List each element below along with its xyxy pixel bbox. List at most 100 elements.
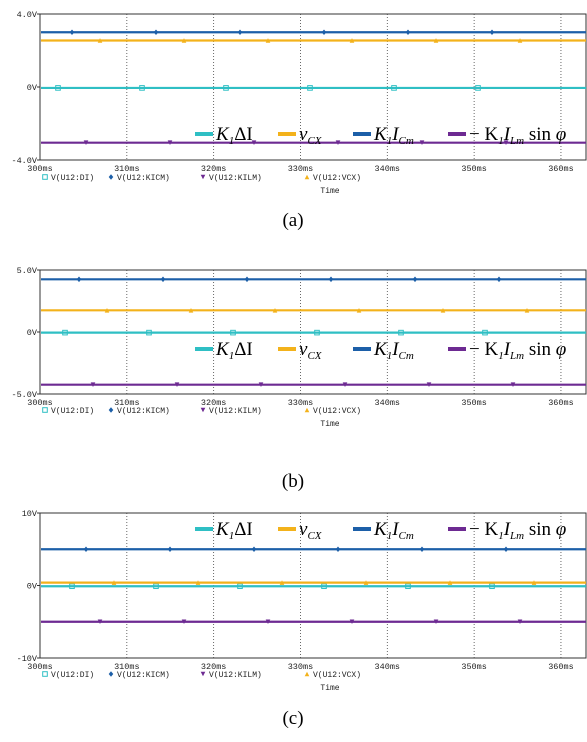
panel-caption: (b) (282, 471, 304, 492)
legend-entry: K1ICm (373, 519, 414, 542)
series-marker (272, 308, 278, 313)
legend-entry: K1ICm (373, 124, 414, 147)
chart-panel-a: 300ms 310ms 320ms 330ms 340ms 350ms 360ms 4.0V 0… (11, 10, 587, 231)
series-marker (433, 619, 439, 625)
series-marker (426, 382, 432, 387)
trace-label: V(U12:KICM) (117, 407, 170, 416)
x-tick-label: 340ms (375, 662, 401, 672)
x-axis-label: Time (320, 684, 339, 693)
x-tick-label: 360ms (548, 398, 574, 408)
x-tick-label: 340ms (375, 398, 401, 408)
series-marker (153, 583, 159, 590)
trace-label: V(U12:VCX) (313, 671, 361, 680)
series-marker (531, 580, 537, 585)
series-marker (517, 38, 523, 43)
series-marker (496, 276, 502, 283)
series-marker (419, 546, 425, 553)
trace-label: V(U12:DI) (51, 174, 94, 183)
series-marker (391, 85, 397, 91)
legend-entry: vCX (299, 124, 323, 147)
series-marker (83, 546, 89, 553)
series-marker (195, 580, 201, 585)
series-marker (405, 583, 411, 590)
x-tick-label: 300ms (27, 164, 53, 174)
series-marker (349, 619, 355, 625)
trace-marker (108, 671, 114, 677)
legend-entry: K1ICm (373, 339, 414, 362)
x-tick-label: 310ms (114, 662, 140, 672)
trace-label: V(U12:VCX) (313, 174, 361, 183)
series-marker (419, 140, 425, 145)
x-tick-label: 320ms (201, 398, 227, 408)
trace-marker (200, 174, 206, 180)
series-marker (230, 329, 236, 336)
series-marker (167, 140, 173, 145)
series-marker (69, 29, 75, 36)
trace-marker (304, 671, 310, 677)
x-tick-label: 340ms (375, 164, 401, 174)
panel-caption: (c) (282, 708, 303, 729)
trace-label: V(U12:KILM) (209, 174, 262, 183)
series-marker (489, 583, 495, 590)
x-tick-label: 330ms (288, 662, 314, 672)
series-marker (97, 619, 103, 625)
series-marker (251, 546, 257, 553)
series-marker (167, 546, 173, 553)
y-tick-label: 10V (22, 509, 38, 519)
series-marker (160, 276, 166, 283)
series-marker (244, 276, 250, 283)
series-marker (265, 619, 271, 625)
y-tick-label: -10V (17, 654, 38, 664)
legend-entry: − K1ILm sin φ (469, 124, 566, 147)
series-marker (335, 546, 341, 553)
trace-marker (108, 407, 114, 413)
trace-label: V(U12:KILM) (209, 671, 262, 680)
series-marker (440, 308, 446, 313)
series-marker (517, 619, 523, 625)
series-marker (139, 85, 145, 91)
series-marker (314, 329, 320, 336)
trace-marker (200, 671, 206, 677)
series-marker (335, 140, 341, 145)
x-tick-label: 350ms (461, 164, 487, 174)
trace-label: V(U12:VCX) (313, 407, 361, 416)
series-marker (223, 85, 229, 91)
series-marker (76, 276, 82, 283)
series-marker (146, 329, 152, 336)
series-marker (62, 329, 68, 336)
y-tick-label: 0V (27, 328, 38, 338)
legend-entry: − K1ILm sin φ (469, 339, 566, 362)
series-marker (412, 276, 418, 283)
x-tick-label: 350ms (461, 398, 487, 408)
x-tick-label: 360ms (548, 662, 574, 672)
series-marker (237, 583, 243, 590)
series-marker (181, 38, 187, 43)
series-marker (433, 38, 439, 43)
trace-marker (108, 174, 114, 180)
y-tick-label: 5.0V (17, 266, 38, 276)
x-tick-label: 300ms (27, 662, 53, 672)
y-tick-label: 0V (27, 83, 38, 93)
series-marker (489, 29, 495, 36)
series-marker (307, 85, 313, 91)
series-marker (328, 276, 334, 283)
series-marker (475, 85, 481, 91)
trace-label: V(U12:KICM) (117, 671, 170, 680)
series-marker (363, 580, 369, 585)
trace-marker (42, 671, 48, 677)
series-marker (356, 308, 362, 313)
trace-label: V(U12:DI) (51, 407, 94, 416)
series-marker (181, 619, 187, 625)
series-marker (321, 29, 327, 36)
x-axis-label: Time (320, 187, 339, 196)
x-tick-label: 360ms (548, 164, 574, 174)
y-tick-label: 0V (27, 582, 38, 592)
series-marker (188, 308, 194, 313)
chart-panel-c: 300ms 310ms 320ms 330ms 340ms 350ms 360ms 10V 0V… (17, 509, 587, 729)
legend-entry: K1ΔI (215, 124, 253, 147)
x-tick-label: 350ms (461, 662, 487, 672)
y-tick-label: -4.0V (11, 156, 37, 166)
trace-label: V(U12:KILM) (209, 407, 262, 416)
x-tick-label: 330ms (288, 398, 314, 408)
